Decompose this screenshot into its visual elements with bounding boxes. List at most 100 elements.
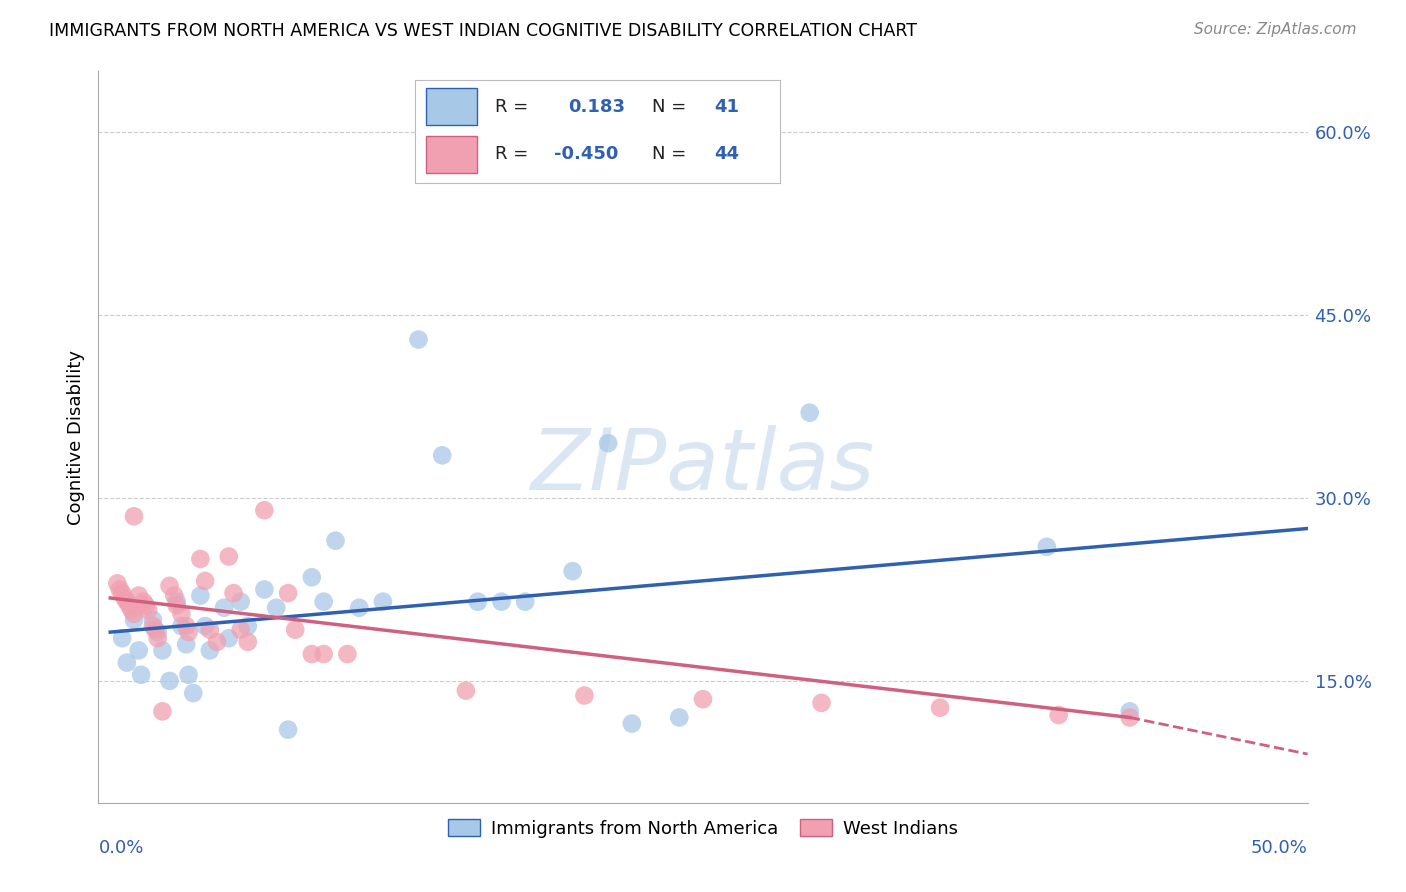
Text: R =: R = <box>495 145 529 163</box>
Point <box>598 436 620 450</box>
Point <box>198 643 221 657</box>
Point <box>108 582 131 597</box>
Point <box>115 656 138 670</box>
Point <box>105 576 128 591</box>
Point <box>467 594 489 608</box>
Point <box>312 594 335 608</box>
Point <box>454 683 477 698</box>
Point <box>146 625 169 640</box>
Point <box>152 705 174 719</box>
Point <box>198 623 221 637</box>
Point <box>170 619 193 633</box>
Point <box>561 564 583 578</box>
Point <box>222 586 245 600</box>
Text: Source: ZipAtlas.com: Source: ZipAtlas.com <box>1194 22 1357 37</box>
Point <box>111 632 134 646</box>
Point <box>114 591 136 605</box>
Point <box>118 599 141 613</box>
Point <box>174 637 197 651</box>
Text: 44: 44 <box>714 145 740 163</box>
Point <box>159 579 181 593</box>
Text: 41: 41 <box>714 98 740 116</box>
Point <box>1119 710 1142 724</box>
Point <box>111 586 134 600</box>
Point <box>229 623 252 637</box>
Point <box>336 647 359 661</box>
Point <box>177 625 200 640</box>
Point <box>236 635 259 649</box>
Point <box>152 643 174 657</box>
Point <box>810 696 832 710</box>
FancyBboxPatch shape <box>426 88 477 126</box>
Text: N =: N = <box>652 98 686 116</box>
Point <box>229 594 252 608</box>
Point <box>143 623 166 637</box>
Point <box>1047 708 1070 723</box>
Point <box>142 613 165 627</box>
Text: -0.450: -0.450 <box>554 145 619 163</box>
Point <box>121 603 143 617</box>
Point <box>194 619 217 633</box>
Point <box>122 613 145 627</box>
Point <box>166 594 188 608</box>
Point <box>1036 540 1059 554</box>
Point <box>190 589 212 603</box>
Point <box>194 574 217 588</box>
Point <box>1119 705 1142 719</box>
Point <box>146 632 169 646</box>
Point <box>325 533 347 548</box>
Point <box>432 448 454 462</box>
Point <box>129 667 152 681</box>
Point <box>799 406 821 420</box>
Point <box>170 607 193 621</box>
Point <box>264 600 287 615</box>
Point <box>159 673 181 688</box>
Point <box>190 552 212 566</box>
Point <box>277 586 299 600</box>
Point <box>371 594 394 608</box>
Point <box>515 594 537 608</box>
Point <box>174 619 197 633</box>
Point <box>205 635 228 649</box>
Point <box>212 600 235 615</box>
Point <box>132 594 155 608</box>
Point <box>128 589 150 603</box>
Point <box>301 647 323 661</box>
Point <box>491 594 513 608</box>
Point <box>253 503 276 517</box>
Y-axis label: Cognitive Disability: Cognitive Disability <box>66 350 84 524</box>
Point <box>668 710 690 724</box>
Text: 0.0%: 0.0% <box>98 839 143 857</box>
Point <box>136 603 159 617</box>
Point <box>277 723 299 737</box>
Point <box>347 600 370 615</box>
Point <box>122 607 145 621</box>
Point <box>218 632 240 646</box>
Point <box>128 643 150 657</box>
Text: N =: N = <box>652 145 686 163</box>
Text: R =: R = <box>495 98 529 116</box>
Point <box>574 689 596 703</box>
Point <box>135 599 157 613</box>
Text: 0.183: 0.183 <box>568 98 626 116</box>
Point <box>166 599 188 613</box>
Legend: Immigrants from North America, West Indians: Immigrants from North America, West Indi… <box>440 812 966 845</box>
Text: 50.0%: 50.0% <box>1251 839 1308 857</box>
Point <box>142 619 165 633</box>
Point <box>218 549 240 564</box>
Point <box>181 686 204 700</box>
Point <box>122 509 145 524</box>
Point <box>115 594 138 608</box>
Text: IMMIGRANTS FROM NORTH AMERICA VS WEST INDIAN COGNITIVE DISABILITY CORRELATION CH: IMMIGRANTS FROM NORTH AMERICA VS WEST IN… <box>49 22 917 40</box>
Point <box>692 692 714 706</box>
Point <box>284 623 307 637</box>
Point <box>253 582 276 597</box>
Point <box>163 589 186 603</box>
Point <box>620 716 643 731</box>
Point <box>236 619 259 633</box>
FancyBboxPatch shape <box>426 136 477 173</box>
Point <box>929 700 952 714</box>
Text: ZIPatlas: ZIPatlas <box>531 425 875 508</box>
Point <box>301 570 323 584</box>
Point <box>408 333 430 347</box>
